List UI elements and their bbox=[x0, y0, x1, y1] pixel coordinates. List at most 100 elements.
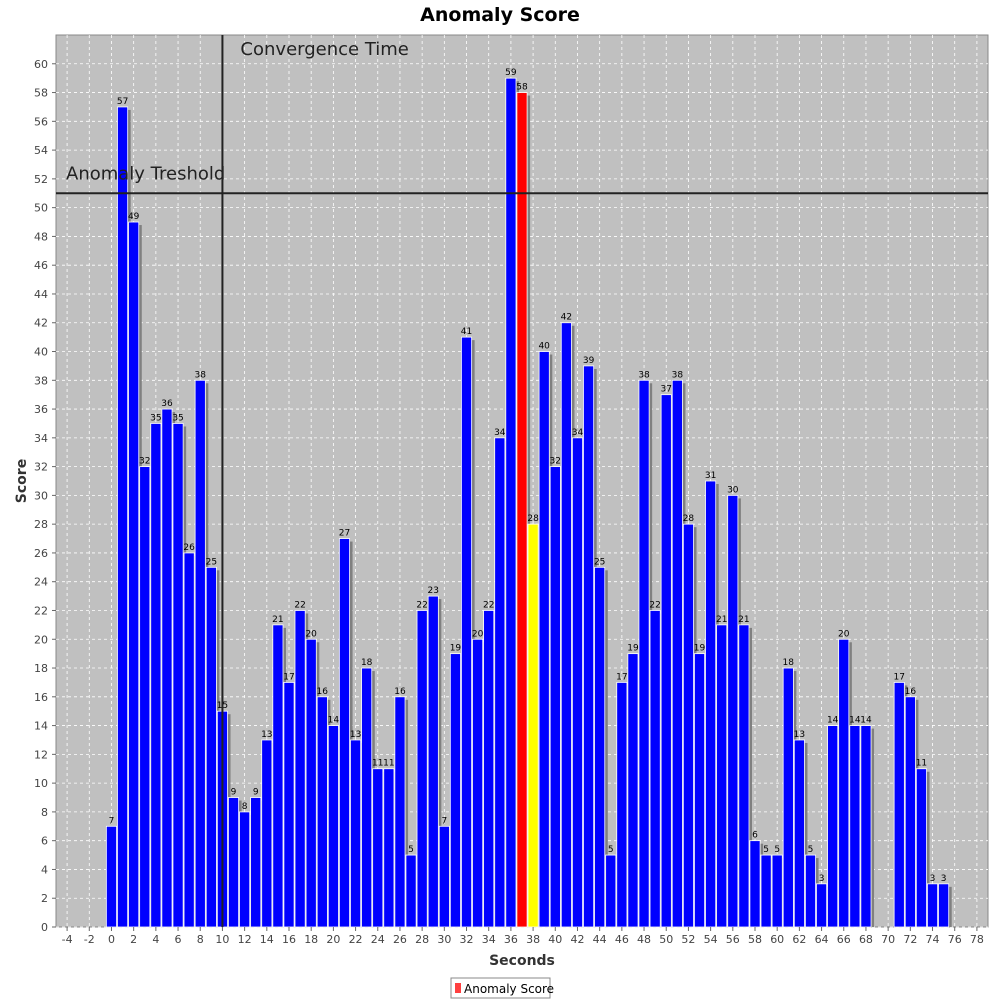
y-tick-label: 24 bbox=[34, 576, 48, 589]
bar bbox=[827, 725, 839, 928]
data-label: 7 bbox=[109, 816, 115, 826]
data-label: 27 bbox=[339, 529, 350, 539]
bar bbox=[638, 379, 650, 928]
y-tick-label: 4 bbox=[41, 863, 48, 876]
data-label: 11 bbox=[383, 759, 394, 769]
bar bbox=[538, 351, 550, 928]
bar bbox=[139, 466, 151, 928]
data-label: 49 bbox=[128, 212, 140, 222]
y-tick-label: 6 bbox=[41, 835, 48, 848]
data-label: 25 bbox=[594, 557, 605, 567]
legend-entry: Anomaly Score bbox=[464, 982, 554, 996]
bar bbox=[416, 610, 428, 928]
bar bbox=[938, 883, 950, 928]
bar bbox=[771, 854, 783, 928]
bar bbox=[483, 610, 495, 928]
x-tick-label: 58 bbox=[748, 933, 762, 946]
bar bbox=[117, 106, 129, 928]
axes: 0246810121416182022242628303234363840424… bbox=[34, 58, 984, 946]
data-label: 5 bbox=[774, 845, 780, 855]
bar bbox=[205, 566, 217, 928]
data-label: 35 bbox=[150, 413, 161, 423]
y-tick-label: 26 bbox=[34, 547, 48, 560]
x-tick-label: 26 bbox=[393, 933, 407, 946]
data-label: 19 bbox=[450, 644, 462, 654]
bar bbox=[405, 854, 417, 928]
data-label: 21 bbox=[272, 615, 283, 625]
annotations: Anomaly Treshold Convergence Time bbox=[56, 35, 988, 927]
data-label: 22 bbox=[649, 600, 660, 610]
bar bbox=[494, 437, 506, 928]
bar bbox=[705, 480, 717, 928]
y-tick-label: 44 bbox=[34, 288, 48, 301]
y-tick-label: 50 bbox=[34, 202, 48, 215]
data-label: 38 bbox=[195, 370, 207, 380]
x-tick-label: 64 bbox=[815, 933, 829, 946]
data-label: 59 bbox=[505, 68, 517, 78]
data-label: 39 bbox=[583, 356, 595, 366]
data-label: 9 bbox=[253, 788, 259, 798]
bar bbox=[327, 725, 339, 928]
x-tick-label: 68 bbox=[859, 933, 873, 946]
bar bbox=[438, 825, 450, 928]
x-tick-label: 20 bbox=[326, 933, 340, 946]
bar bbox=[516, 92, 528, 928]
data-label: 13 bbox=[794, 730, 805, 740]
bar bbox=[694, 653, 706, 928]
y-tick-label: 16 bbox=[34, 691, 48, 704]
data-label: 36 bbox=[161, 399, 173, 409]
bar bbox=[472, 638, 484, 928]
data-label: 20 bbox=[472, 629, 484, 639]
x-tick-label: 18 bbox=[304, 933, 318, 946]
data-label: 14 bbox=[849, 716, 861, 726]
bar bbox=[782, 667, 794, 928]
data-label: 13 bbox=[350, 730, 361, 740]
x-tick-label: 28 bbox=[415, 933, 429, 946]
x-tick-label: 40 bbox=[548, 933, 562, 946]
bar bbox=[594, 566, 606, 928]
x-tick-label: 76 bbox=[948, 933, 962, 946]
bar bbox=[838, 638, 850, 928]
data-label: 7 bbox=[441, 816, 447, 826]
bar bbox=[350, 739, 362, 928]
y-tick-label: 54 bbox=[34, 144, 48, 157]
y-tick-label: 20 bbox=[34, 633, 48, 646]
data-label: 3 bbox=[930, 874, 936, 884]
data-label: 28 bbox=[683, 514, 695, 524]
data-label: 34 bbox=[494, 428, 506, 438]
y-tick-label: 58 bbox=[34, 87, 48, 100]
data-label: 31 bbox=[705, 471, 716, 481]
x-tick-label: 16 bbox=[282, 933, 296, 946]
x-tick-label: 22 bbox=[349, 933, 363, 946]
data-label: 6 bbox=[752, 831, 758, 841]
x-tick-label: 4 bbox=[152, 933, 159, 946]
y-tick-label: 30 bbox=[34, 489, 48, 502]
data-label: 37 bbox=[661, 385, 672, 395]
data-label: 22 bbox=[483, 600, 494, 610]
x-tick-label: 54 bbox=[704, 933, 718, 946]
data-label: 38 bbox=[638, 370, 650, 380]
legend-box bbox=[450, 977, 551, 999]
bar bbox=[860, 725, 872, 928]
bar bbox=[505, 77, 517, 928]
bar bbox=[449, 653, 461, 928]
data-label: 20 bbox=[838, 629, 850, 639]
y-tick-label: 2 bbox=[41, 892, 48, 905]
data-label: 38 bbox=[672, 370, 684, 380]
bar bbox=[294, 610, 306, 928]
data-label: 42 bbox=[561, 313, 572, 323]
bar bbox=[305, 638, 317, 928]
bar bbox=[915, 768, 927, 928]
x-tick-label: 50 bbox=[659, 933, 673, 946]
y-tick-label: 40 bbox=[34, 346, 48, 359]
bar bbox=[749, 840, 761, 928]
bar bbox=[849, 725, 861, 928]
data-label: 3 bbox=[941, 874, 947, 884]
y-tick-label: 46 bbox=[34, 259, 48, 272]
x-tick-label: 46 bbox=[615, 933, 629, 946]
data-label: 14 bbox=[328, 716, 340, 726]
bar bbox=[793, 739, 805, 928]
bar bbox=[283, 682, 295, 928]
y-tick-label: 42 bbox=[34, 317, 48, 330]
